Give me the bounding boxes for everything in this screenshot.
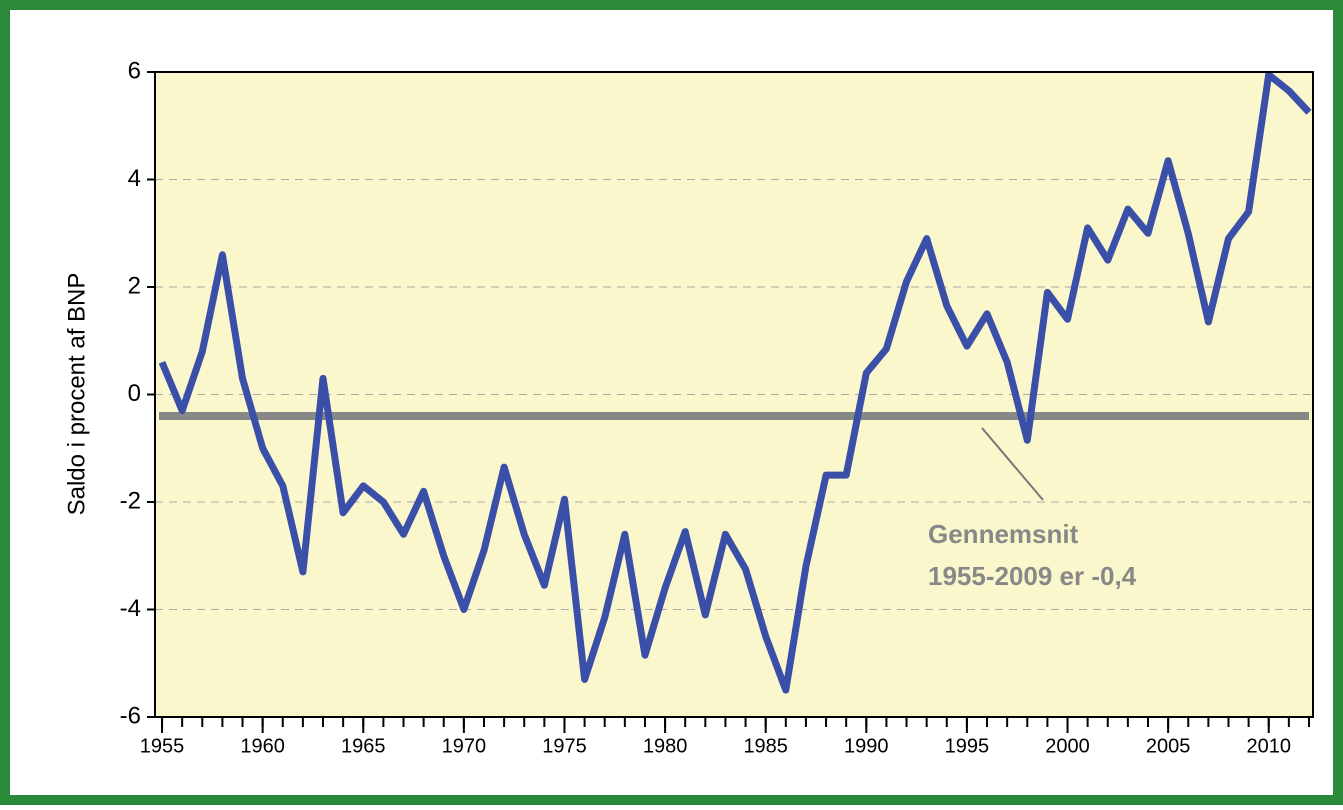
x-tick-label: 2000 — [1045, 735, 1090, 757]
y-tick-label: -2 — [120, 487, 141, 514]
x-tick-label: 1980 — [643, 735, 688, 757]
x-tick-label: 1970 — [442, 735, 487, 757]
y-tick-label: -4 — [120, 595, 141, 622]
annotation-leader — [981, 427, 1044, 501]
y-tick-label: 6 — [128, 57, 141, 84]
x-tick-label: 2010 — [1246, 735, 1291, 757]
y-tick-label: 0 — [128, 380, 141, 407]
x-tick-label: 1955 — [140, 735, 185, 757]
plot-border — [154, 71, 1314, 718]
x-tick-label: 1990 — [844, 735, 889, 757]
x-tick-label: 1965 — [341, 735, 386, 757]
x-tick-label: 1975 — [542, 735, 587, 757]
y-tick-label: -6 — [120, 702, 141, 729]
annotation-text: Gennemsnit — [928, 519, 1079, 549]
annotation-text: 1955-2009 er -0,4 — [928, 561, 1137, 591]
x-tick-label: 1960 — [240, 735, 285, 757]
x-tick-label: 1985 — [743, 735, 788, 757]
y-axis-label: Saldo i procent af BNP — [63, 273, 90, 516]
data-line — [158, 71, 1312, 694]
y-tick-label: 4 — [128, 165, 141, 192]
x-tick-label: 2005 — [1146, 735, 1191, 757]
plot: -6 -4 -2 0 2 4 6 1955 1960 1965 1970 1975 1980 1985 19… — [120, 57, 1314, 757]
x-tick-label: 1995 — [945, 735, 990, 757]
y-tick-label: 2 — [128, 272, 141, 299]
